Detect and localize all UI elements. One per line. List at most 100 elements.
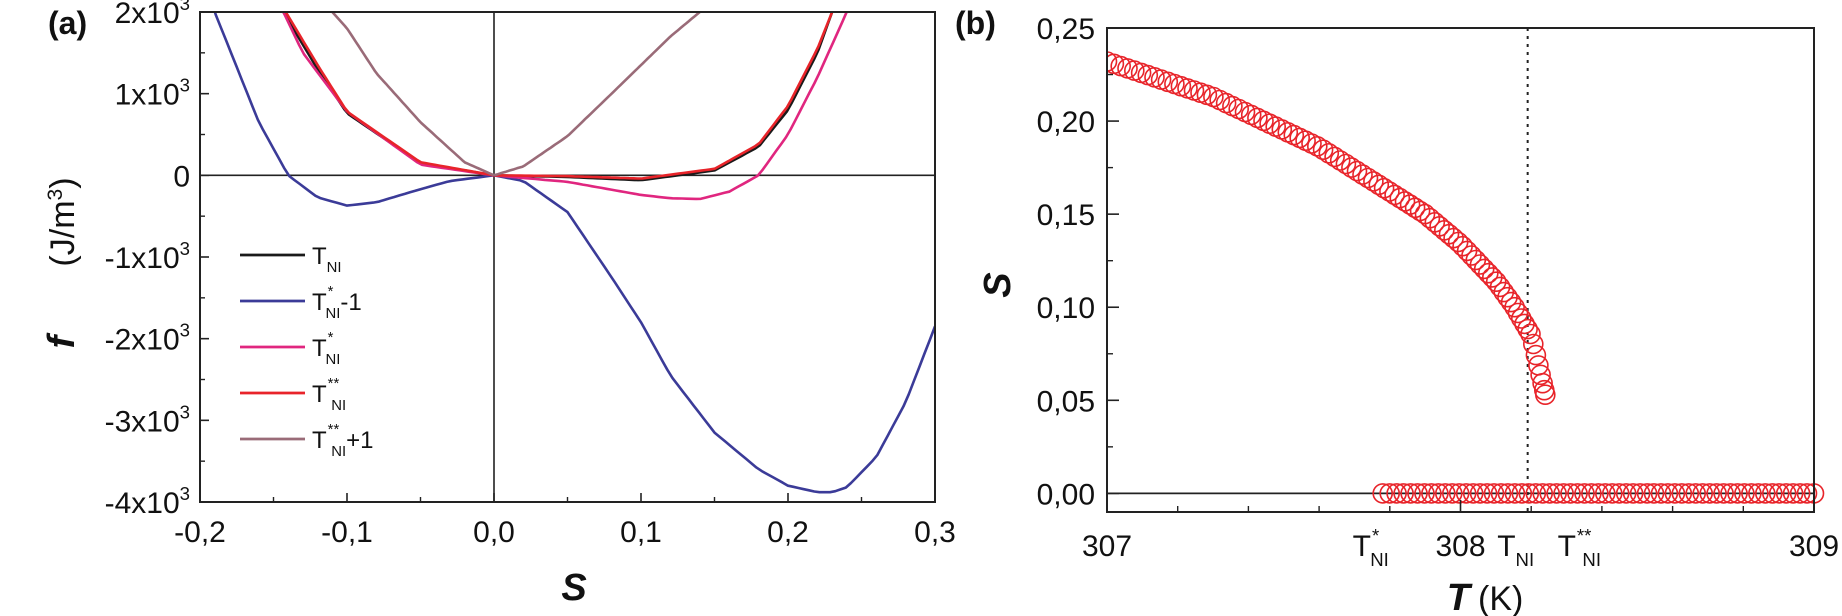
panel-b-y-tick-label: 0,05 <box>1037 385 1095 418</box>
panel-a-x-tick-label: 0,3 <box>914 516 956 549</box>
panel-a-legend: TNI T* NI-1 T* NI T** NI T** NI+1 <box>240 243 374 460</box>
panel-b-marker-ordered <box>1368 174 1390 196</box>
panel-b-marker-isotropic <box>1713 483 1734 504</box>
panel-a-y-title: f (J/m3) <box>41 177 83 348</box>
panel-b-marker-isotropic <box>1734 483 1755 504</box>
panel-b-marker-isotropic <box>1608 483 1630 504</box>
panel-b-marker-ordered <box>1318 143 1340 164</box>
panel-b-marker-ordered <box>1394 191 1416 212</box>
panel-b-marker-isotropic <box>1664 483 1686 504</box>
panel-b-marker-ordered <box>1404 197 1426 219</box>
panel-b-marker-isotropic <box>1636 483 1658 504</box>
panel-b-y-tick-label: 0,10 <box>1037 292 1095 325</box>
panel-b-marker-ordered <box>1473 258 1495 280</box>
panel-b-marker-ordered <box>1514 313 1535 335</box>
panel-b-marker-ordered <box>1511 308 1532 329</box>
panel-a-x-tick-label: 0,1 <box>620 516 662 549</box>
panel-b-marker-isotropic <box>1511 483 1533 504</box>
panel-a-y-tick-label: -4x103 <box>105 483 190 520</box>
panel-b-marker-ordered <box>1363 171 1384 192</box>
panel-b-marker-ordered <box>1520 323 1541 345</box>
panel-a-y-unit-exp: 3 <box>44 189 67 201</box>
panel-b-marker-isotropic <box>1435 483 1456 504</box>
panel-b-marker-isotropic <box>1407 483 1428 504</box>
panel-b-y-title: S <box>977 272 1019 297</box>
panel-b-marker-isotropic <box>1469 483 1491 504</box>
panel-b-marker-isotropic <box>1428 483 1449 504</box>
panel-b-marker-isotropic <box>1685 483 1706 504</box>
panel-b-marker-isotropic <box>1372 483 1393 504</box>
panel-b-marker-isotropic <box>1386 483 1407 504</box>
panel-b-marker-isotropic <box>1448 483 1470 504</box>
panel-b-marker-isotropic <box>1671 483 1693 504</box>
panel-a-series-line-4 <box>330 12 701 177</box>
panel-b-marker-isotropic <box>1504 483 1526 504</box>
panel-b-marker-isotropic <box>1741 483 1762 504</box>
panel-b-marker-isotropic <box>1615 483 1637 504</box>
panel-a-label: (a) <box>48 5 87 41</box>
panel-b-marker-isotropic <box>1629 483 1651 504</box>
panel-a-legend-label: TNI <box>312 243 342 276</box>
panel-b-y-ticks: 0,00 0,05 0,10 0,15 0,20 0,25 <box>1037 13 1119 511</box>
panel-b-x-title-symbol: T <box>1447 577 1473 616</box>
panel-a-legend-label: T** NI+1 <box>312 422 374 460</box>
panel-b-marker-isotropic <box>1518 483 1540 504</box>
panel-b-annotations: T* NI TNI T** NI <box>1353 525 1601 570</box>
panel-b-marker-isotropic <box>1796 483 1818 504</box>
panel-b-marker-ordered <box>1335 153 1357 175</box>
panel-b-marker-ordered <box>1485 271 1507 293</box>
panel-b-marker-ordered <box>1107 51 1118 72</box>
panel-b-marker-isotropic <box>1706 483 1727 504</box>
panel-a-y-tick-label: -2x103 <box>105 320 190 357</box>
panel-a-legend-label: T* NI-1 <box>312 284 362 322</box>
panel-b-marker-isotropic <box>1657 483 1679 504</box>
panel-b-marker-isotropic <box>1782 483 1804 504</box>
panel-b-marker-ordered <box>1329 150 1351 171</box>
panel-b-x-title: T (K) <box>1447 577 1524 616</box>
panel-a-x-tick-label: -0,2 <box>174 516 226 549</box>
panel-b-marker-isotropic <box>1490 483 1512 504</box>
panel-b-marker-ordered <box>1399 194 1421 215</box>
panel-b-marker-ordered <box>1324 146 1345 168</box>
panel-b-marker-ordered <box>1478 262 1499 284</box>
panel-b-annotation: T* NI <box>1353 525 1389 570</box>
panel-a-y-ticks: -4x103 -3x103 -2x103 -1x103 0 1x103 2x103 <box>105 0 209 520</box>
panel-b-annotation: T** NI <box>1558 525 1601 570</box>
panel-b-marker-ordered <box>1504 296 1525 318</box>
panel-a-x-tick-label: 0,0 <box>473 516 515 549</box>
panel-b-marker-isotropic <box>1553 483 1574 504</box>
panel-a: (a) -0,2 -0,1 0,0 0,1 0,2 0,3 -4x103 -3x103 -2x… <box>41 0 956 609</box>
panel-b-marker-isotropic <box>1379 483 1400 504</box>
panel-b-marker-isotropic <box>1768 483 1790 504</box>
panel-a-y-tick-label: 2x103 <box>115 0 190 30</box>
panel-b-x-tick-label: 309 <box>1789 530 1839 563</box>
panel-b-annotation: TNI <box>1497 530 1534 570</box>
panel-b-label: (b) <box>955 5 996 41</box>
panel-b-marker-isotropic <box>1775 483 1797 504</box>
panel-b-marker-ordered <box>1530 364 1551 386</box>
panel-b-marker-ordered <box>1500 291 1522 313</box>
panel-b-marker-ordered <box>1346 160 1368 182</box>
panel-b: (b) 307 308 309 0,00 0,05 0,10 0,15 0,20 0,25 T… <box>955 5 1839 616</box>
panel-b-marker-isotropic <box>1720 483 1741 504</box>
panel-b-marker-isotropic <box>1483 483 1505 504</box>
panel-a-x-tick-label: 0,2 <box>767 516 809 549</box>
panel-b-marker-isotropic <box>1622 483 1644 504</box>
panel-a-frame <box>199 11 936 503</box>
panel-b-markers <box>1107 51 1825 504</box>
panel-a-x-title: S <box>561 567 586 609</box>
panel-b-marker-isotropic <box>1595 483 1616 504</box>
panel-a-legend-label: T** NI <box>312 376 346 414</box>
panel-b-marker-ordered <box>1384 184 1405 206</box>
panel-b-marker-isotropic <box>1539 483 1560 504</box>
panel-b-marker-isotropic <box>1462 483 1484 504</box>
panel-b-y-tick-label: 0,00 <box>1037 478 1095 511</box>
panel-b-marker-ordered <box>1389 187 1411 209</box>
panel-a-series-line-1 <box>213 12 935 494</box>
panel-a-y-tick-label: -3x103 <box>105 401 190 438</box>
panel-b-marker-ordered <box>1352 164 1373 185</box>
panel-b-marker-ordered <box>1507 302 1529 324</box>
panel-b-marker-ordered <box>1532 372 1553 394</box>
panel-a-series-line-2 <box>281 12 849 201</box>
panel-b-marker-ordered <box>1357 167 1379 189</box>
